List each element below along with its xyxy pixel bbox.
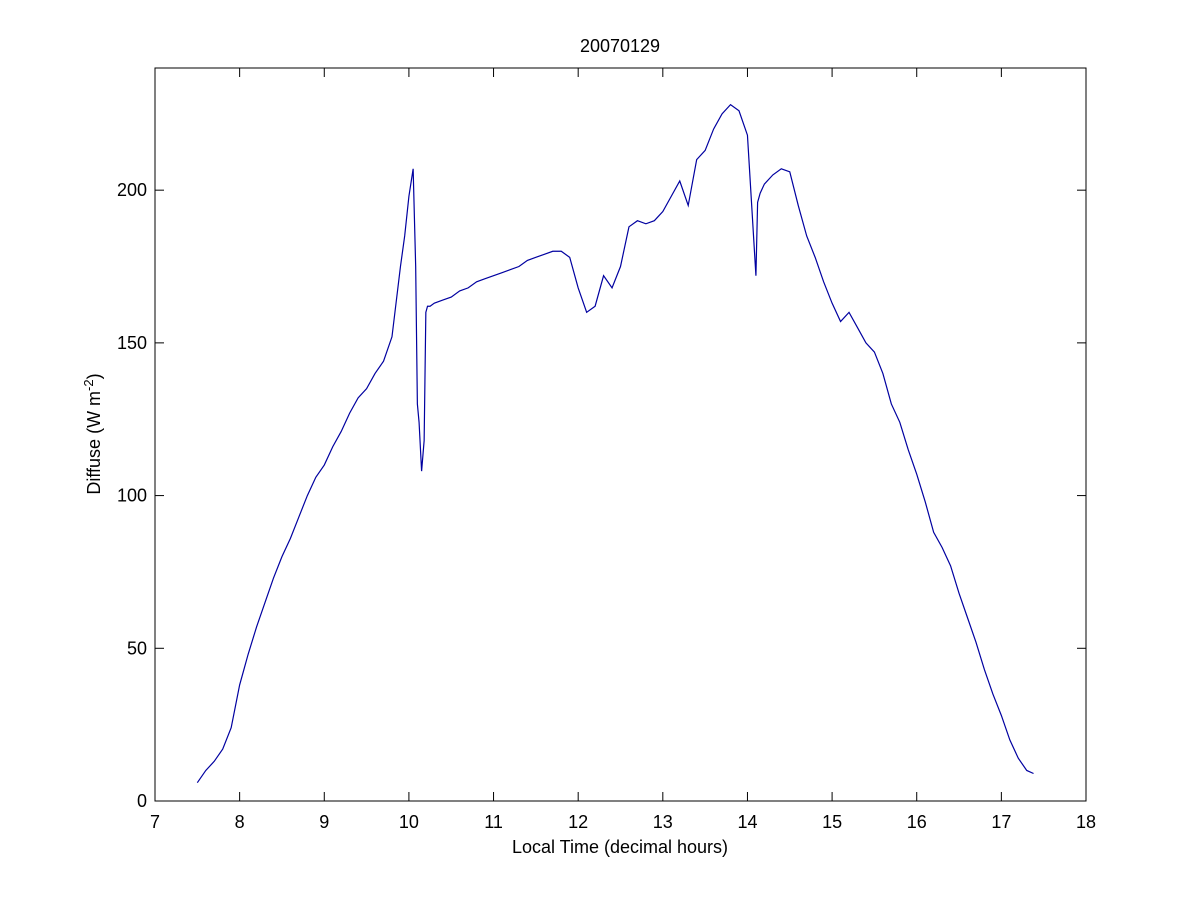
chart-title: 20070129	[580, 36, 660, 56]
y-tick-label: 150	[117, 333, 147, 353]
x-tick-label: 11	[484, 812, 503, 832]
y-axis-label: Diffuse (W m-2)	[81, 373, 104, 494]
x-tick-label: 17	[991, 812, 1011, 832]
x-tick-label: 16	[907, 812, 927, 832]
y-axis-label-main: Diffuse (W m	[84, 391, 104, 495]
y-axis-label-end: )	[84, 373, 104, 379]
x-axis-ticks: 7 8 9 10 11 12 13 14 15 16 17 18	[150, 68, 1096, 832]
x-tick-label: 12	[568, 812, 588, 832]
x-axis-label: Local Time (decimal hours)	[512, 837, 728, 857]
x-tick-label: 10	[399, 812, 419, 832]
x-tick-label: 15	[822, 812, 842, 832]
series-line-diffuse	[196, 103, 1034, 784]
x-tick-label: 13	[653, 812, 673, 832]
y-tick-label: 50	[127, 638, 147, 658]
y-axis-label-superscript: -2	[81, 379, 96, 391]
x-tick-label: 8	[235, 812, 245, 832]
x-tick-label: 18	[1076, 812, 1096, 832]
y-tick-label: 0	[137, 791, 147, 811]
y-axis-ticks: 0 50 100 150 200	[117, 180, 1086, 811]
x-tick-label: 14	[737, 812, 757, 832]
plot-frame	[154, 67, 1087, 802]
y-tick-label: 200	[117, 180, 147, 200]
x-tick-label: 9	[319, 812, 329, 832]
x-tick-label: 7	[150, 812, 160, 832]
y-tick-label: 100	[117, 486, 147, 506]
